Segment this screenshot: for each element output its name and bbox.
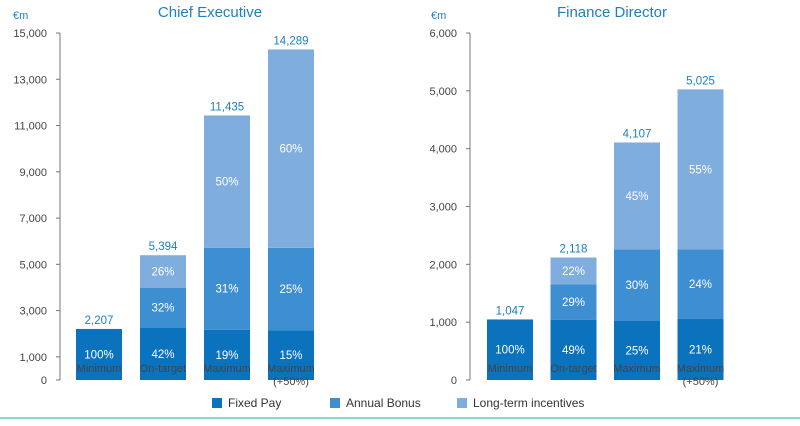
segment-percent-label: 42%	[151, 349, 174, 361]
bar-total-label: 2,207	[85, 315, 114, 327]
segment-percent-label: 49%	[562, 345, 585, 357]
bar-segment-fixed-pay	[550, 319, 597, 380]
bar-segment-annual-bonus	[140, 287, 186, 328]
bar-segment-annual-bonus	[614, 249, 660, 321]
segment-percent-label: 15%	[279, 350, 302, 362]
bar-segment-lti	[614, 142, 660, 250]
segment-percent-label: 22%	[562, 266, 585, 278]
y-tick-label: 13,000	[13, 74, 47, 86]
bar-total-label: 1,047	[496, 305, 525, 317]
bar-segment-annual-bonus	[677, 249, 724, 319]
chart-chief-executive: Chief Executive €m 0 1,000 3,000 5,000 7,000 9,…	[13, 4, 315, 388]
y-tick-label: 1,000	[19, 352, 47, 364]
segment-percent-label: 24%	[689, 279, 712, 291]
category-label: Maximum	[613, 363, 661, 375]
legend-label-lti: Long-term incentives	[473, 396, 584, 410]
bar-segment-lti	[550, 257, 597, 285]
bar-total-label: 5,394	[149, 241, 178, 253]
category-label: Minimum	[488, 363, 533, 375]
segment-percent-label: 31%	[215, 284, 238, 296]
category-label-line2: (+50%)	[273, 376, 309, 388]
category-label: On-target	[550, 363, 596, 375]
y-tick-label: 3,000	[429, 202, 457, 214]
category-label: Maximum	[677, 363, 725, 375]
bar-segment-lti	[140, 255, 186, 288]
chart-title: Chief Executive	[158, 4, 262, 21]
legend: Fixed Pay Annual Bonus Long-term incentive…	[212, 396, 584, 410]
bar-segment-fixed-pay	[487, 319, 533, 380]
y-tick-label: 9,000	[19, 167, 47, 179]
category-label-line2: (+50%)	[683, 376, 719, 388]
legend-swatch-fixed-pay	[212, 398, 222, 408]
segment-percent-label: 30%	[625, 280, 648, 292]
segment-percent-label: 25%	[625, 345, 648, 357]
bar-segment-fixed-pay	[677, 318, 724, 380]
segment-percent-label: 29%	[562, 297, 585, 309]
bar-total-label: 5,025	[686, 75, 715, 87]
y-tick-label: 15,000	[13, 28, 47, 40]
chart-title: Finance Director	[557, 4, 667, 21]
y-tick-label: 2,000	[429, 259, 457, 271]
bar-segment-annual-bonus	[204, 247, 250, 330]
y-tick-label: 4,000	[429, 144, 457, 156]
segment-percent-label: 100%	[495, 345, 524, 357]
unit-label: €m	[431, 10, 446, 22]
bar-segment-fixed-pay	[140, 327, 186, 380]
y-tick-label: 7,000	[19, 213, 47, 225]
bar-segment-lti	[268, 49, 314, 248]
segment-percent-label: 50%	[215, 177, 238, 189]
segment-percent-label: 19%	[215, 350, 238, 362]
y-tick-label: 1,000	[429, 317, 457, 329]
segment-percent-label: 26%	[151, 266, 174, 278]
y-tick-label: 0	[41, 375, 47, 387]
category-label: On-target	[140, 363, 186, 375]
segment-percent-label: 55%	[689, 164, 712, 176]
segment-percent-label: 21%	[689, 344, 712, 356]
bar-segment-fixed-pay	[204, 329, 250, 380]
bar-total-label: 14,289	[273, 35, 308, 47]
segment-percent-label: 60%	[279, 144, 302, 156]
bar-segment-annual-bonus	[268, 247, 314, 331]
unit-label: €m	[13, 10, 28, 22]
segment-percent-label: 45%	[625, 191, 648, 203]
bar-total-label: 2,118	[560, 244, 588, 256]
chart-finance-director: Finance Director €m 0 1,000 2,000 3,000 4,000 5…	[429, 4, 724, 388]
legend-swatch-lti	[457, 398, 467, 408]
bar-total-label: 4,107	[623, 128, 652, 140]
category-label: Maximum	[203, 363, 251, 375]
bar-segment-fixed-pay	[614, 320, 660, 380]
segment-percent-label: 100%	[84, 349, 113, 361]
bar-segment-fixed-pay	[268, 330, 314, 380]
bar-segment-lti	[677, 89, 724, 250]
segment-percent-label: 32%	[151, 303, 174, 315]
y-tick-label: 6,000	[429, 28, 457, 40]
y-tick-label: 5,000	[429, 86, 457, 98]
bar-segment-fixed-pay	[76, 328, 122, 380]
legend-label-fixed-pay: Fixed Pay	[228, 396, 281, 410]
y-tick-label: 11,000	[14, 121, 47, 133]
y-tick-label: 0	[451, 375, 457, 387]
segment-percent-label: 25%	[279, 284, 302, 296]
y-tick-label: 5,000	[19, 259, 47, 271]
bar-segment-lti	[204, 115, 250, 248]
y-tick-label: 3,000	[19, 306, 47, 318]
bar-segment-annual-bonus	[550, 284, 597, 320]
legend-label-annual-bonus: Annual Bonus	[346, 396, 421, 410]
legend-swatch-annual-bonus	[330, 398, 340, 408]
bar-total-label: 11,435	[210, 101, 244, 113]
category-label: Minimum	[77, 363, 122, 375]
category-label: Maximum	[267, 363, 315, 375]
